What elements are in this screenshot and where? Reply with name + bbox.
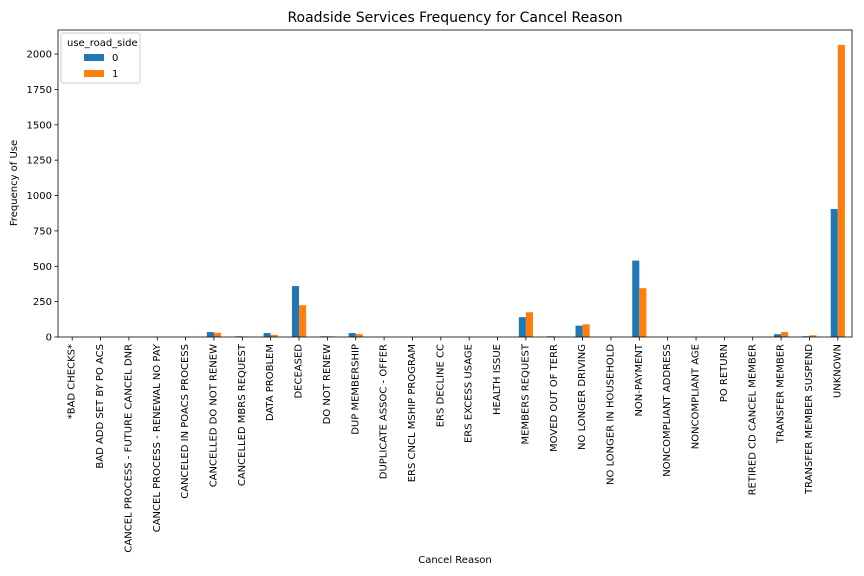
bar-series0-27 xyxy=(830,208,838,337)
axes-layer: 0 250 500 750 1000 1250 1500 1750 2000 *BAD CHECK… xyxy=(27,29,853,553)
y-tick-label-0: 0 xyxy=(46,333,52,344)
x-tick-label-25: TRANSFER MEMBER xyxy=(776,344,787,444)
legend-swatch-0 xyxy=(84,54,104,61)
y-tick-label-4: 1000 xyxy=(27,191,52,202)
x-tick-label-17: MOVED OUT OF TERR xyxy=(549,344,560,452)
x-tick-label-20: NON-PAYMENT xyxy=(634,343,645,416)
bar-series1-20 xyxy=(639,288,647,337)
x-tick-label-2: CANCEL PROCESS - FUTURE CANCEL DNR xyxy=(123,344,134,553)
y-axis-label: Frequency of Use xyxy=(9,140,20,226)
y-tick-label-5: 1250 xyxy=(27,156,52,167)
y-tick-label-7: 1750 xyxy=(27,85,52,96)
bar-series1-5 xyxy=(213,332,222,337)
x-tick-label-27: UNKNOWN xyxy=(832,344,843,398)
y-tick-label-8: 2000 xyxy=(27,50,52,61)
x-tick-label-9: DO NOT RENEW xyxy=(322,344,333,424)
x-tick-label-19: NO LONGER IN HOUSEHOLD xyxy=(605,344,616,485)
x-tick-label-26: TRANSFER MEMBER SUSPEND xyxy=(804,344,815,495)
x-tick-label-21: NONCOMPLIANT ADDRESS xyxy=(662,344,673,477)
legend: use_road_side 0 1 xyxy=(60,32,141,84)
y-tick-label-1: 250 xyxy=(33,297,52,308)
y-tick-label-2: 500 xyxy=(33,262,52,273)
legend-swatch-1 xyxy=(84,70,104,77)
bar-series1-26 xyxy=(809,335,817,337)
bars-layer xyxy=(206,44,845,337)
x-tick-label-3: CANCEL PROCESS - RENEWAL NO PAY xyxy=(152,343,163,532)
x-tick-label-5: CANCELLED DO NOT RENEW xyxy=(208,344,219,487)
y-tick-label-6: 1500 xyxy=(27,120,52,131)
x-tick-label-15: HEALTH ISSUE xyxy=(492,344,503,415)
bar-series1-18 xyxy=(582,324,590,337)
x-tick-label-22: NONCOMPLIANT AGE xyxy=(691,344,702,449)
chart-title: Roadside Services Frequency for Cancel R… xyxy=(287,10,622,26)
bar-series1-27 xyxy=(837,44,845,337)
x-tick-label-24: RETIRED CD CANCEL MEMBER xyxy=(747,344,758,495)
legend-title: use_road_side xyxy=(67,38,138,49)
bar-series0-16 xyxy=(518,317,526,337)
bar-series1-10 xyxy=(355,334,363,337)
bar-series0-5 xyxy=(206,332,214,337)
x-tick-label-14: ERS EXCESS USAGE xyxy=(464,344,475,443)
bar-series0-18 xyxy=(575,325,583,337)
x-tick-label-12: ERS CNCL MSHIP PROGRAM xyxy=(407,344,418,482)
bar-series1-7 xyxy=(270,334,278,337)
bar-series0-25 xyxy=(774,334,782,337)
bar-series0-20 xyxy=(632,260,640,337)
x-tick-label-16: MEMBERS REQUEST xyxy=(520,343,531,444)
x-tick-label-4: CANCELED IN POACS PROCESS xyxy=(180,344,191,499)
bar-series0-10 xyxy=(348,333,356,337)
legend-label-1: 1 xyxy=(112,69,118,80)
x-tick-label-7: DATA PROBLEM xyxy=(265,344,276,421)
bar-series0-8 xyxy=(291,286,300,337)
x-tick-label-23: PO RETURN xyxy=(719,344,730,402)
legend-label-0: 0 xyxy=(112,53,118,64)
bar-series1-8 xyxy=(299,305,307,337)
x-axis-label: Cancel Reason xyxy=(418,555,492,566)
x-tick-label-0: *BAD CHECKS* xyxy=(67,344,78,419)
bar-series1-16 xyxy=(525,312,533,337)
x-tick-label-13: ERS DECLINE CC xyxy=(435,344,446,427)
y-tick-label-3: 750 xyxy=(33,226,52,237)
bar-series1-25 xyxy=(781,332,789,337)
x-tick-label-1: BAD ADD SET BY PO ACS xyxy=(95,344,106,469)
plot-frame xyxy=(57,29,853,338)
x-tick-label-10: DUP MEMBERSHIP xyxy=(350,344,361,435)
x-tick-label-6: CANCELLED MBRS REQUEST xyxy=(237,343,248,486)
bar-series0-7 xyxy=(263,333,271,337)
x-tick-label-8: DECEASED xyxy=(294,344,305,399)
x-tick-label-18: NO LONGER DRIVING xyxy=(577,344,588,450)
x-tick-label-11: DUPLICATE ASSOC - OFFER xyxy=(379,344,390,479)
